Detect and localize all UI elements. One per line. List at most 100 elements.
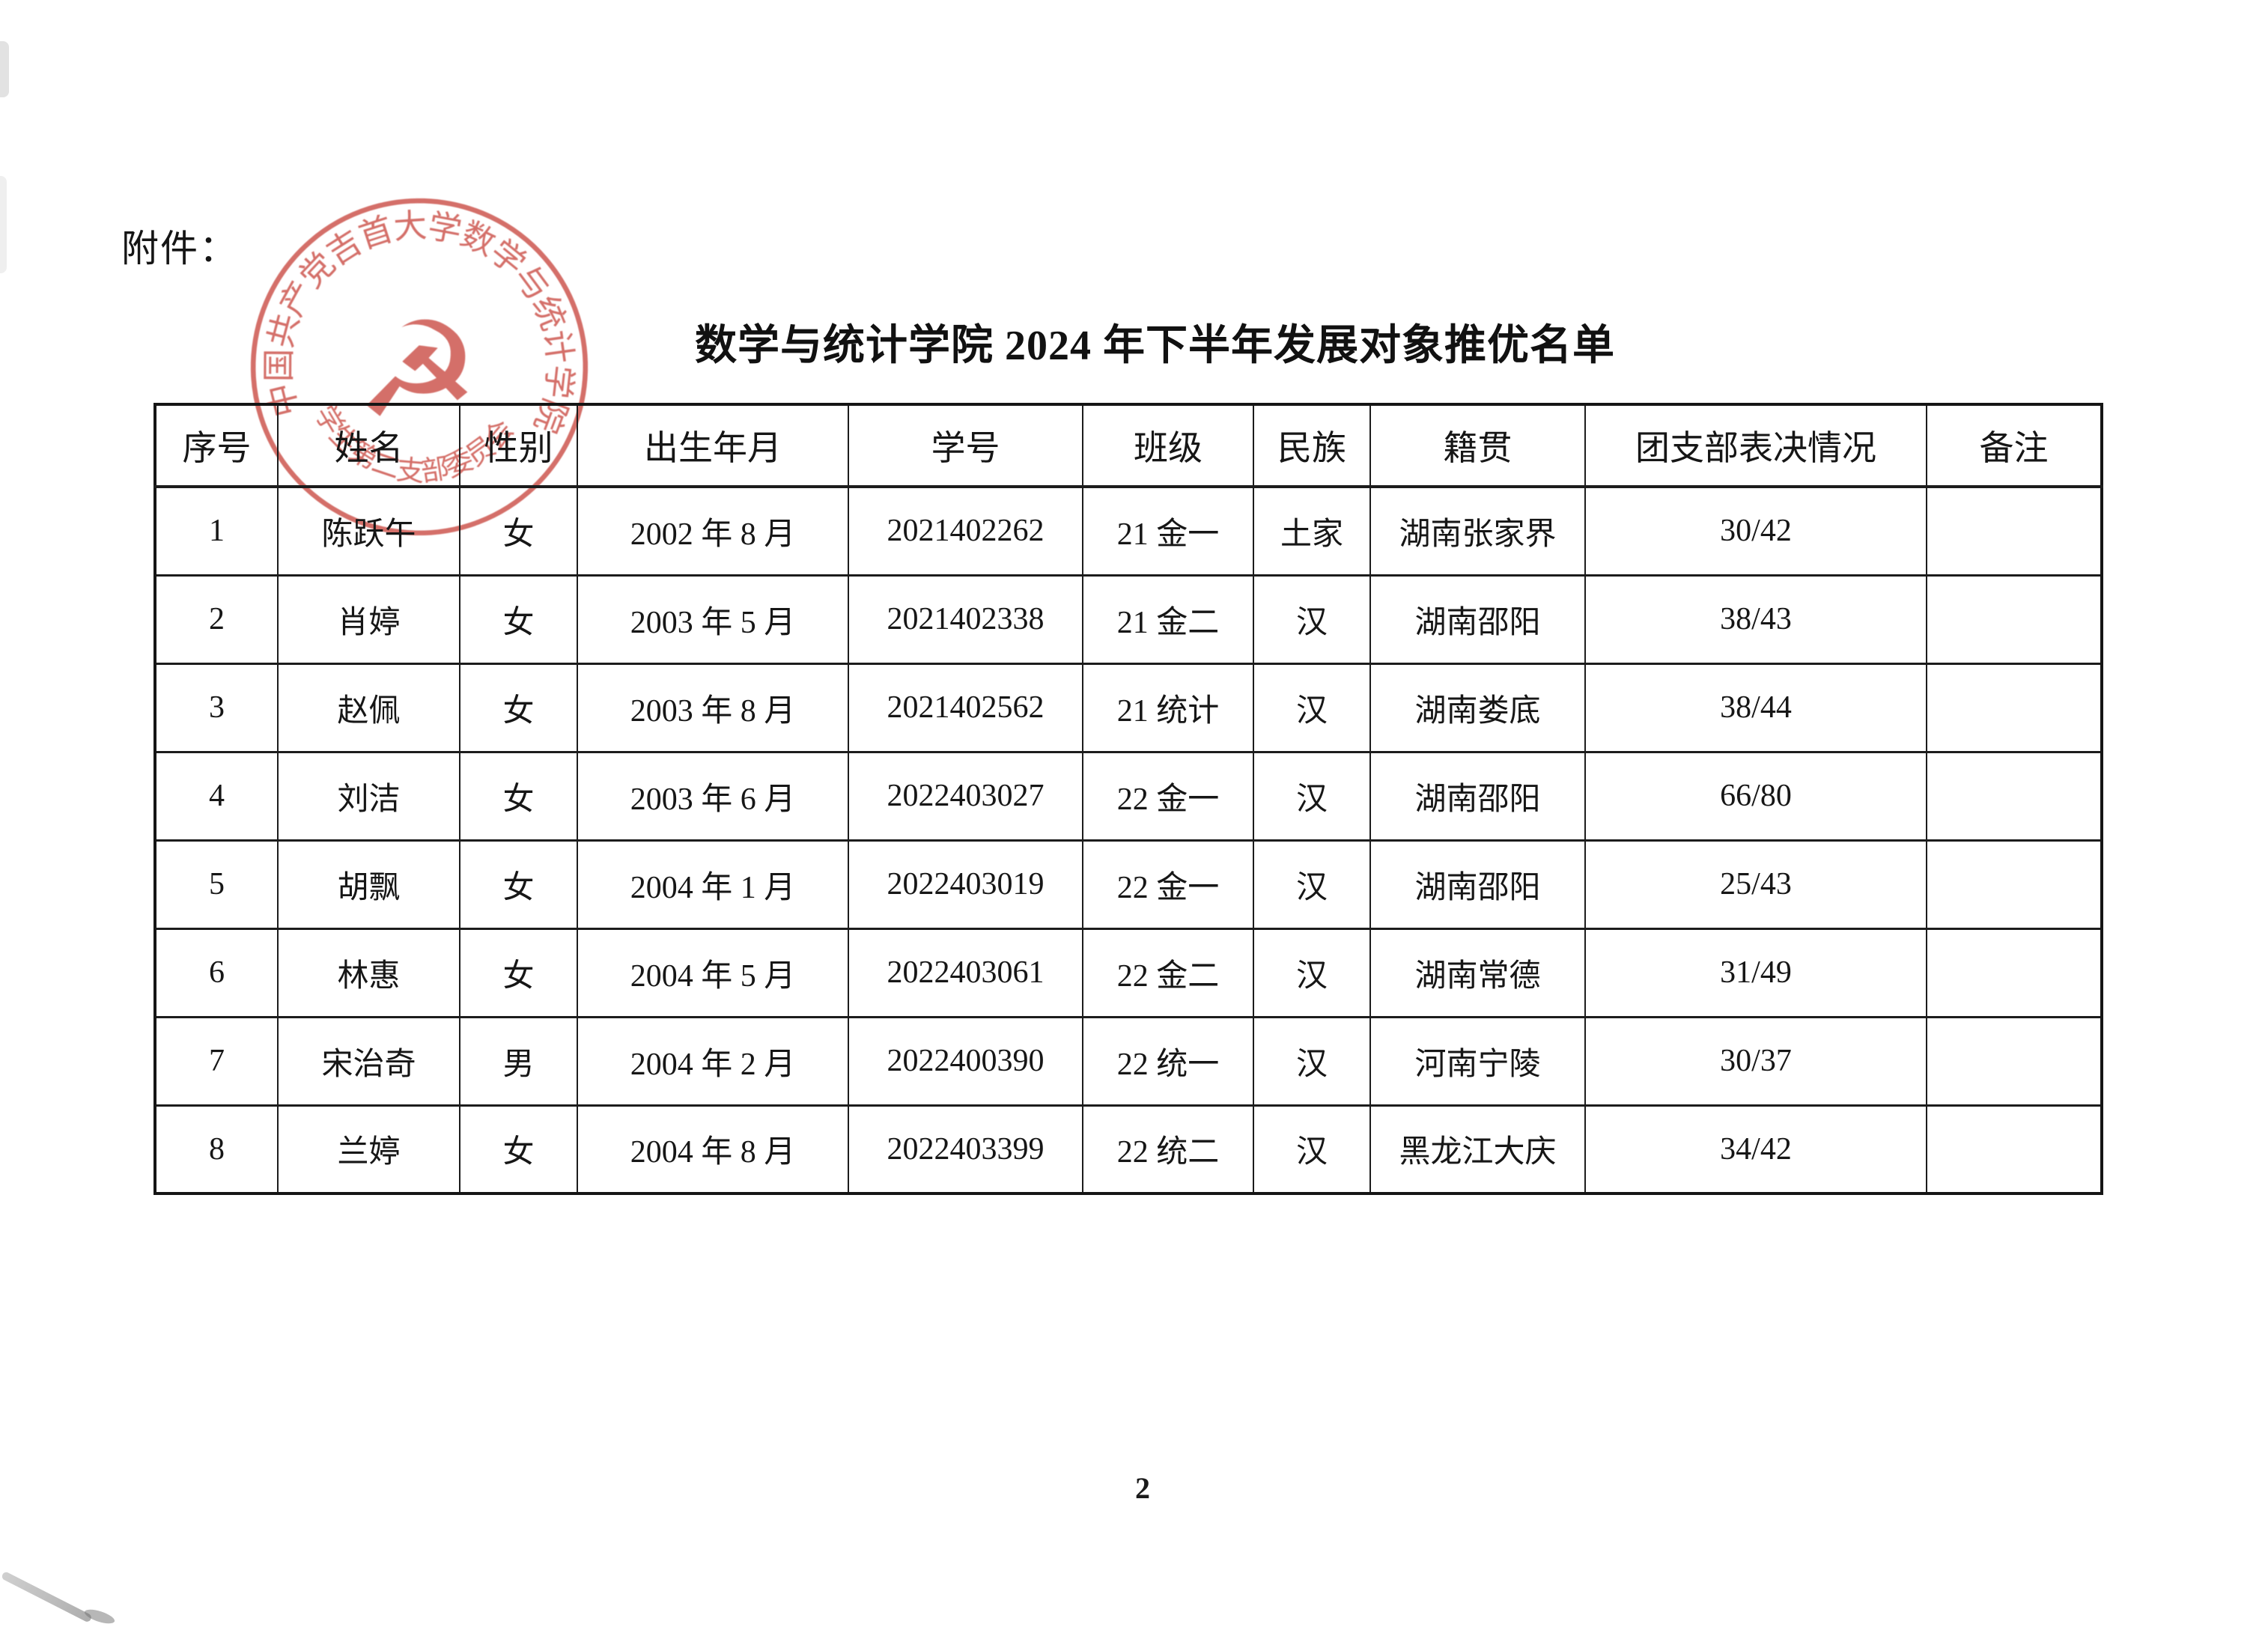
- cell-r4-c2: 女: [459, 750, 578, 841]
- cell-r4-c7: 湖南邵阳: [1369, 750, 1586, 841]
- page-title: 数学与统计学院 2024 年下半年发展对象推优名单: [695, 323, 1615, 369]
- table-row: 7 宋治奇男 2004 年 2 月 2022400390 22 统一汉河南宁陵 30/37: [154, 1015, 2103, 1106]
- cell-r2-c2: 女: [459, 574, 578, 664]
- cell-r2-c1: 肖婷: [277, 574, 460, 664]
- cell-r4-c4: 2022403027: [848, 750, 1083, 841]
- cell-r7-c4: 2022400390: [848, 1015, 1083, 1106]
- cell-r1-c7: 湖南张家界: [1369, 485, 1586, 576]
- cell-r8-c8: 34/42: [1584, 1104, 1927, 1194]
- cell-r7-c2: 男: [459, 1015, 578, 1106]
- cell-r5-c0: 5: [154, 839, 279, 929]
- cell-r7-c7: 河南宁陵: [1369, 1015, 1586, 1106]
- cell-r4-c1: 刘洁: [277, 750, 460, 841]
- cell-r3-c1: 赵佩: [277, 662, 460, 752]
- column-header-0: 序号: [154, 404, 279, 488]
- cell-r1-c0: 1: [154, 485, 279, 576]
- column-header-8: 团支部表决情况: [1584, 404, 1927, 488]
- cell-r4-c5: 22 金一: [1082, 750, 1254, 841]
- cell-r1-c9: [1926, 485, 2103, 576]
- cell-r5-c2: 女: [459, 839, 578, 929]
- cell-r3-c2: 女: [459, 662, 578, 752]
- cell-r8-c1: 兰婷: [277, 1104, 460, 1194]
- cell-r7-c1: 宋治奇: [277, 1015, 460, 1106]
- cell-r4-c8: 66/80: [1584, 750, 1927, 841]
- page-number: 2: [1135, 1471, 1150, 1505]
- header-row: 序号 姓名 性别 出生年月 学号 班级 民族 籍贯 团支部表决情况 备注: [154, 404, 2103, 488]
- cell-r4-c0: 4: [154, 750, 279, 841]
- scan-artifact: [0, 41, 9, 97]
- cell-r5-c7: 湖南邵阳: [1369, 839, 1586, 929]
- cell-r5-c4: 2022403019: [848, 839, 1083, 929]
- cell-r1-c3: 2002 年 8 月: [577, 485, 849, 576]
- table-row: 5 胡飘女 2004 年 1 月 2022403019 22 金一汉湖南邵阳 25/43: [154, 839, 2103, 929]
- cell-r6-c7: 湖南常德: [1369, 927, 1586, 1018]
- roster-table: 序号 姓名 性别 出生年月 学号 班级 民族 籍贯 团支部表决情况 备注 1 陈跃午女 2002 年 …: [153, 403, 2103, 1195]
- cell-r3-c3: 2003 年 8 月: [577, 662, 849, 752]
- column-header-5: 班级: [1082, 404, 1254, 488]
- column-header-6: 民族: [1253, 404, 1371, 488]
- cell-r8-c3: 2004 年 8 月: [577, 1104, 849, 1194]
- cell-r1-c1: 陈跃午: [277, 485, 460, 576]
- cell-r6-c0: 6: [154, 927, 279, 1018]
- cell-r7-c8: 30/37: [1584, 1015, 1927, 1106]
- cell-r6-c6: 汉: [1253, 927, 1371, 1018]
- cell-r2-c9: [1926, 574, 2103, 664]
- table-header: 序号 姓名 性别 出生年月 学号 班级 民族 籍贯 团支部表决情况 备注: [154, 404, 2103, 488]
- cell-r1-c4: 2021402262: [848, 485, 1083, 576]
- cell-r6-c2: 女: [459, 927, 578, 1018]
- cell-r3-c8: 38/44: [1584, 662, 1927, 752]
- cell-r2-c6: 汉: [1253, 574, 1371, 664]
- cell-r2-c3: 2003 年 5 月: [577, 574, 849, 664]
- cell-r2-c5: 21 金二: [1082, 574, 1254, 664]
- cell-r2-c8: 38/43: [1584, 574, 1927, 664]
- scan-smudge: [1, 1571, 93, 1623]
- cell-r2-c4: 2021402338: [848, 574, 1083, 664]
- column-header-3: 出生年月: [577, 404, 849, 488]
- cell-r1-c6: 土家: [1253, 485, 1371, 576]
- cell-r6-c8: 31/49: [1584, 927, 1927, 1018]
- cell-r6-c1: 林惠: [277, 927, 460, 1018]
- cell-r8-c0: 8: [154, 1104, 279, 1194]
- cell-r5-c6: 汉: [1253, 839, 1371, 929]
- column-header-1: 姓名: [277, 404, 460, 488]
- cell-r5-c1: 胡飘: [277, 839, 460, 929]
- scan-artifact: [0, 176, 7, 273]
- cell-r1-c8: 30/42: [1584, 485, 1927, 576]
- cell-r6-c3: 2004 年 5 月: [577, 927, 849, 1018]
- cell-r2-c0: 2: [154, 574, 279, 664]
- cell-r8-c5: 22 统二: [1082, 1104, 1254, 1194]
- cell-r1-c5: 21 金一: [1082, 485, 1254, 576]
- column-header-4: 学号: [848, 404, 1083, 488]
- table-body: 1 陈跃午女 2002 年 8 月 2021402262 21 金一 土家 湖南张家界 30/…: [154, 485, 2103, 1194]
- cell-r6-c5: 22 金二: [1082, 927, 1254, 1018]
- table-row: 4 刘洁女 2003 年 6 月 2022403027 22 金一汉湖南邵阳 66/80: [154, 750, 2103, 841]
- cell-r8-c7: 黑龙江大庆: [1369, 1104, 1586, 1194]
- attachment-label: 附件：: [121, 228, 238, 270]
- cell-r4-c6: 汉: [1253, 750, 1371, 841]
- cell-r7-c3: 2004 年 2 月: [577, 1015, 849, 1106]
- cell-r2-c7: 湖南邵阳: [1369, 574, 1586, 664]
- cell-r3-c7: 湖南娄底: [1369, 662, 1586, 752]
- cell-r3-c9: [1926, 662, 2103, 752]
- table-row: 8 兰婷女 2004 年 8 月 2022403399 22 统二汉黑龙江大庆 34/42: [154, 1104, 2103, 1194]
- cell-r6-c4: 2022403061: [848, 927, 1083, 1018]
- cell-r5-c3: 2004 年 1 月: [577, 839, 849, 929]
- column-header-2: 性别: [459, 404, 578, 488]
- cell-r7-c5: 22 统一: [1082, 1015, 1254, 1106]
- cell-r6-c9: [1926, 927, 2103, 1018]
- cell-r5-c9: [1926, 839, 2103, 929]
- cell-r3-c5: 21 统计: [1082, 662, 1254, 752]
- cell-r4-c9: [1926, 750, 2103, 841]
- column-header-9: 备注: [1926, 404, 2103, 488]
- cell-r4-c3: 2003 年 6 月: [577, 750, 849, 841]
- table-row: 6 林惠女 2004 年 5 月 2022403061 22 金二汉湖南常德 31/49: [154, 927, 2103, 1018]
- cell-r3-c4: 2021402562: [848, 662, 1083, 752]
- column-header-7: 籍贯: [1369, 404, 1586, 488]
- cell-r7-c9: [1926, 1015, 2103, 1106]
- cell-r5-c5: 22 金一: [1082, 839, 1254, 929]
- table-row: 1 陈跃午女 2002 年 8 月 2021402262 21 金一 土家 湖南张家界 30/…: [154, 485, 2103, 576]
- cell-r3-c6: 汉: [1253, 662, 1371, 752]
- cell-r8-c4: 2022403399: [848, 1104, 1083, 1194]
- cell-r1-c2: 女: [459, 485, 578, 576]
